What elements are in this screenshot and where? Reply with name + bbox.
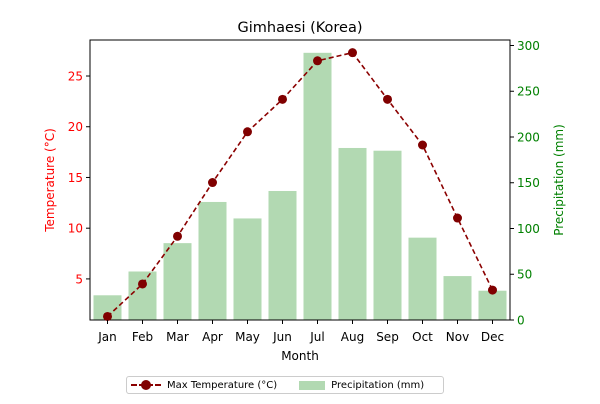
temperature-point-apr: [208, 178, 217, 188]
precipitation-bar-aug: [338, 147, 367, 320]
temperature-point-sep: [383, 94, 392, 104]
x-tick-label-oct: Oct: [412, 330, 433, 344]
legend-label-temperature: Max Temperature (°C): [167, 379, 278, 391]
precipitation-bar-sep: [373, 150, 402, 320]
x-tick-label-sep: Sep: [376, 330, 399, 344]
y-right-tick-label: 0: [517, 314, 525, 328]
x-tick-label-mar: Mar: [166, 330, 189, 344]
temperature-point-jan: [103, 311, 112, 321]
x-tick-label-jun: Jun: [272, 330, 292, 344]
precipitation-bar-dec: [478, 290, 507, 320]
temperature-line: [103, 48, 497, 321]
x-tick-label-dec: Dec: [481, 330, 504, 344]
y-axis-left-label: Temperature (°C): [43, 128, 57, 233]
x-tick-label-nov: Nov: [446, 330, 469, 344]
x-tick-label-feb: Feb: [132, 330, 153, 344]
precipitation-bars: [93, 52, 507, 321]
y-left-tick-label: 20: [68, 120, 83, 134]
y-left-tick-label: 5: [75, 272, 83, 286]
legend-bar-swatch-icon: [299, 380, 326, 390]
precipitation-bar-apr: [198, 201, 227, 320]
legend: Max Temperature (°C) Precipitation (mm): [126, 376, 444, 394]
legend-entry-precipitation: Precipitation (mm): [299, 380, 424, 391]
precipitation-bar-jun: [268, 190, 297, 320]
x-tick-label-jul: Jul: [309, 330, 324, 344]
y-right-tick-label: 200: [517, 130, 540, 144]
x-tick-label-may: May: [235, 330, 260, 344]
precipitation-bar-jul: [303, 52, 332, 321]
y-right-tick-label: 300: [517, 39, 540, 53]
temperature-point-jun: [278, 94, 287, 104]
x-tick-label-apr: Apr: [202, 330, 223, 344]
temperature-point-mar: [173, 231, 182, 241]
precipitation-bar-nov: [443, 276, 472, 320]
x-tick-label-jan: Jan: [97, 330, 117, 344]
precipitation-bar-feb: [128, 271, 157, 320]
legend-label-precipitation: Precipitation (mm): [331, 379, 425, 391]
precipitation-bar-may: [233, 218, 262, 320]
temperature-series-line: [106, 51, 494, 318]
y-left-tick-label: 10: [68, 222, 83, 236]
y-right-tick-label: 100: [517, 222, 540, 236]
temperature-point-jul: [313, 56, 322, 66]
legend-line-marker-icon: [131, 380, 161, 390]
precipitation-bar-mar: [163, 243, 192, 320]
chart-title: Gimhaesi (Korea): [238, 20, 363, 36]
y-right-tick-label: 50: [517, 268, 532, 282]
tick-labels: Jan Feb Mar Apr May Jun Jul Aug Sep Oct Nov Dec 5 10 1…: [68, 39, 540, 344]
y-left-tick-label: 15: [68, 171, 83, 185]
temperature-point-nov: [453, 213, 462, 223]
temperature-point-oct: [418, 140, 427, 150]
y-right-tick-label: 150: [517, 176, 540, 190]
legend-entry-temperature: Max Temperature (°C): [131, 380, 277, 391]
x-tick-label-aug: Aug: [341, 330, 364, 344]
y-right-tick-label: 250: [517, 85, 540, 99]
axes: [89, 39, 511, 321]
precipitation-bar-oct: [408, 237, 437, 320]
temperature-point-aug: [348, 48, 357, 58]
temperature-point-dec: [488, 285, 497, 295]
y-left-tick-label: 25: [68, 70, 83, 84]
temperature-point-may: [243, 127, 252, 137]
temperature-point-feb: [138, 279, 147, 289]
plot-frame: [89, 39, 511, 321]
x-axis-label: Month: [281, 349, 319, 363]
y-axis-right-label: Precipitation (mm): [552, 124, 566, 236]
